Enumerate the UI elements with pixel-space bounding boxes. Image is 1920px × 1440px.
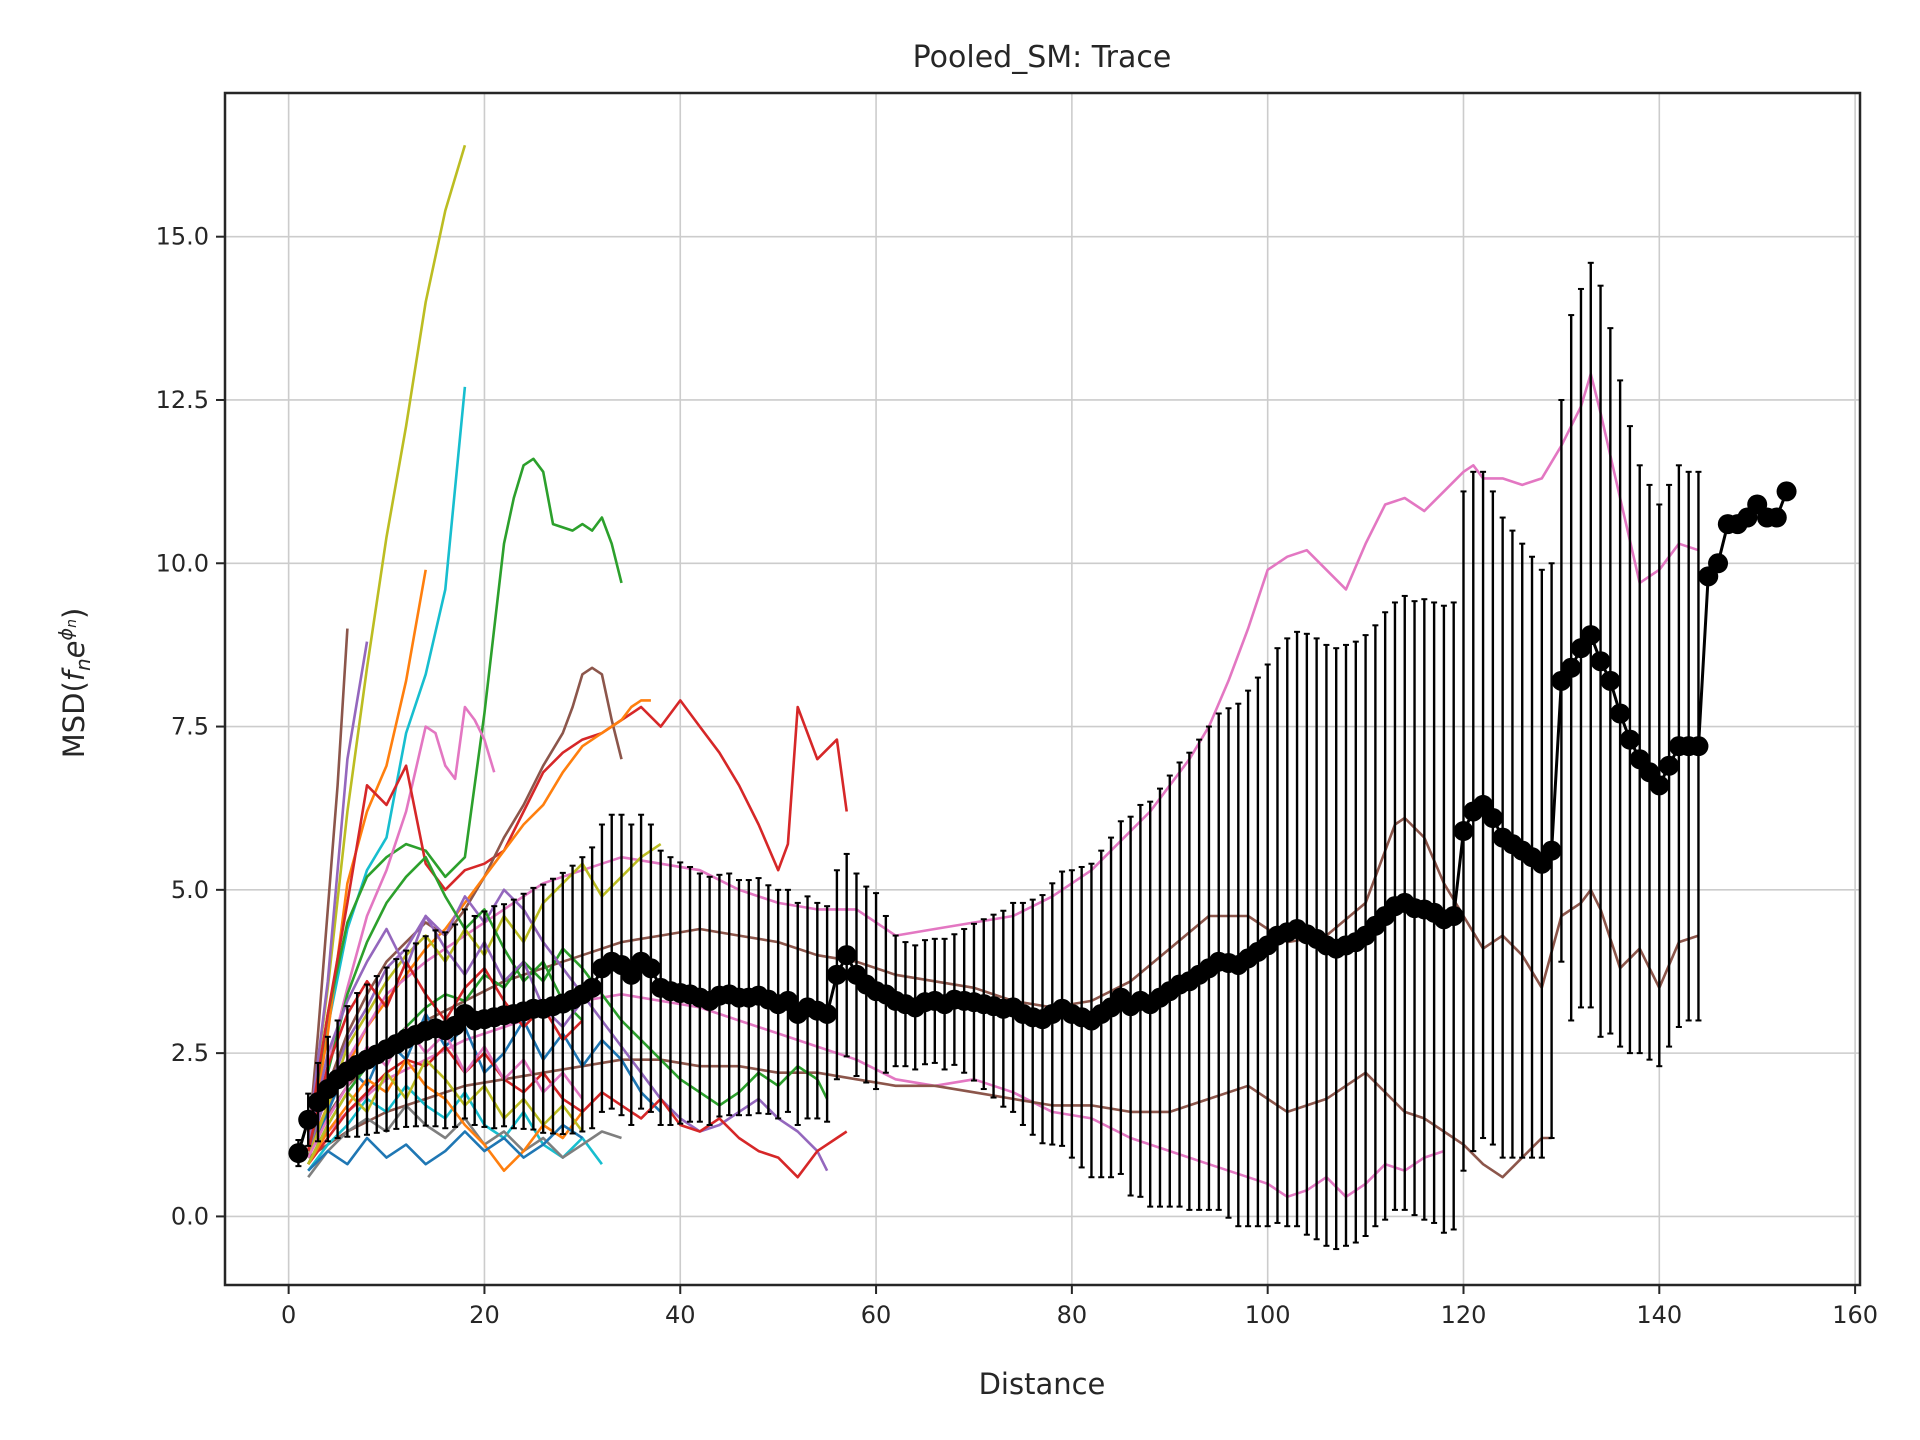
mean-point (640, 958, 661, 979)
plot-frame (223, 91, 1862, 1287)
y-label-e: e (57, 640, 91, 658)
y-label-phi-subscript: n (64, 619, 80, 628)
y-tick-label: 10.0 (156, 549, 209, 577)
trajectory-line (306, 144, 467, 1139)
mean-point (582, 977, 603, 998)
chart-title: Pooled_SM: Trace (913, 40, 1172, 75)
trajectory-line (306, 705, 496, 1152)
trajectory-line (306, 386, 467, 1145)
mean-point (1659, 755, 1680, 776)
trajectory-line (306, 457, 623, 1145)
x-tick-label: 40 (665, 1301, 696, 1329)
trajectory-line (306, 855, 584, 1152)
mean-point (1619, 729, 1640, 750)
mean-point (1600, 670, 1621, 691)
trajectory-line (306, 641, 369, 1139)
mean-trace (288, 481, 1797, 1164)
mean-point (836, 945, 857, 966)
y-tick-label: 2.5 (171, 1039, 209, 1067)
trajectory-line (307, 372, 1699, 1139)
mean-point (1453, 821, 1474, 842)
mean-point (1590, 651, 1611, 672)
mean-point (826, 964, 847, 985)
x-tick-label: 140 (1636, 1301, 1682, 1329)
x-axis-label: Distance (979, 1367, 1106, 1401)
y-axis-ticks: 0.0 2.5 5.0 7.5 10.0 12.5 15.0 (156, 223, 225, 1230)
mean-point (1610, 703, 1631, 724)
trajectory-line (306, 569, 427, 1152)
y-label-phi-superscript: ϕ (55, 628, 77, 641)
y-axis-label: MSD(fneϕn) (55, 608, 95, 759)
trajectory-line (306, 666, 623, 1152)
mean-point (1541, 840, 1562, 861)
x-tick-label: 60 (861, 1301, 892, 1329)
x-tick-label: 100 (1245, 1301, 1291, 1329)
mean-point (1766, 507, 1787, 528)
x-tick-label: 120 (1441, 1301, 1487, 1329)
x-tick-label: 0 (281, 1301, 296, 1329)
y-label-suffix: ) (57, 608, 91, 619)
mean-point (1443, 905, 1464, 926)
y-tick-label: 0.0 (171, 1202, 209, 1230)
x-tick-label: 80 (1057, 1301, 1088, 1329)
trajectory-line (306, 628, 349, 1145)
mean-point (1580, 625, 1601, 646)
mean-point (1482, 807, 1503, 828)
mean-point (298, 1109, 319, 1130)
y-tick-label: 15.0 (156, 223, 209, 251)
y-tick-label: 7.5 (171, 713, 209, 741)
trajectory-line (307, 1123, 584, 1172)
y-label-f-subscript: n (71, 658, 95, 671)
x-axis-ticks: 0 20 40 60 80 100 120 140 160 (281, 1285, 1878, 1329)
mean-point (1688, 736, 1709, 757)
y-label-prefix: MSD( (57, 681, 91, 758)
mean-point (1649, 775, 1670, 796)
x-tick-label: 20 (469, 1301, 500, 1329)
trajectory-line (306, 699, 848, 1139)
mean-point (1561, 657, 1582, 678)
y-tick-label: 12.5 (156, 386, 209, 414)
mean-point (288, 1143, 309, 1164)
mean-point (1708, 553, 1729, 574)
mean-point (1776, 481, 1797, 502)
x-tick-label: 160 (1832, 1301, 1878, 1329)
mean-point (817, 1003, 838, 1024)
y-tick-label: 5.0 (171, 876, 209, 904)
